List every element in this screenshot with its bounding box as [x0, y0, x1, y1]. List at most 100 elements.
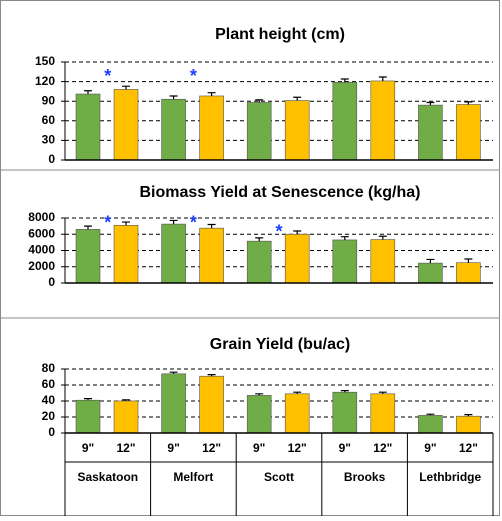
y-tick-label: 20 [42, 409, 56, 423]
y-tick-label: 120 [35, 74, 55, 88]
error-bar [426, 258, 435, 264]
bar [246, 240, 272, 284]
error-bar [378, 391, 387, 394]
y-tick-label: 60 [42, 113, 56, 127]
y-tick-label: 4000 [28, 243, 55, 257]
significance-mark: * [275, 221, 282, 241]
bar [456, 262, 481, 284]
y-tick-label: 90 [42, 93, 56, 107]
error-bar [84, 398, 92, 401]
error-bar [169, 371, 178, 374]
y-tick-label: 40 [42, 393, 56, 407]
error-bar [207, 223, 216, 229]
error-bar [207, 92, 216, 96]
y-tick-label: 0 [48, 425, 55, 439]
error-bar [426, 101, 435, 106]
bar [332, 81, 358, 161]
bar [332, 239, 358, 284]
error-bar [255, 237, 264, 242]
y-tick-label: 0 [48, 275, 55, 289]
group-label: Brooks [344, 470, 386, 484]
error-bar [378, 76, 387, 81]
error-bar [255, 99, 264, 103]
error-bar [169, 219, 178, 225]
group-label: Lethbridge [419, 470, 481, 484]
error-bar [340, 390, 349, 393]
bar [75, 229, 101, 284]
error-bar [122, 85, 130, 90]
y-tick-label: 6000 [28, 226, 55, 240]
bar [418, 262, 443, 284]
bar [246, 102, 272, 161]
error-bar [84, 225, 92, 230]
bar [370, 239, 396, 284]
chart-title: Biomass Yield at Senescence (kg/ha) [139, 184, 420, 201]
error-bar [340, 236, 349, 240]
bar [75, 399, 101, 434]
x-tick-label: 12" [288, 441, 307, 455]
group-label: Melfort [173, 470, 213, 484]
error-bar [293, 230, 302, 235]
x-tick-label: 9" [82, 441, 94, 455]
y-tick-label: 2000 [28, 259, 55, 273]
chart-title: Grain Yield (bu/ac) [210, 336, 350, 353]
significance-mark: * [104, 66, 111, 86]
error-bar [207, 374, 216, 377]
bar [418, 415, 443, 434]
y-tick-label: 60 [42, 377, 56, 391]
x-tick-label: 12" [459, 441, 478, 455]
group-label: Saskatoon [77, 470, 138, 484]
x-tick-label: 9" [167, 441, 179, 455]
bar [113, 89, 139, 161]
bar [456, 415, 481, 434]
x-tick-label: 12" [373, 441, 392, 455]
error-bar [426, 413, 435, 416]
y-tick-label: 30 [42, 133, 56, 147]
x-tick-label: 12" [116, 441, 135, 455]
x-tick-label: 12" [202, 441, 221, 455]
error-bar [255, 393, 264, 396]
significance-mark: * [104, 212, 111, 232]
bar [246, 395, 272, 434]
bar [370, 80, 396, 161]
significance-mark: * [190, 66, 197, 86]
error-bar [378, 235, 387, 240]
bar [113, 400, 139, 434]
bar [199, 227, 224, 284]
x-tick-label: 9" [339, 441, 351, 455]
error-bar [169, 95, 178, 100]
bar [332, 391, 358, 434]
bar [284, 233, 310, 284]
bar [199, 375, 224, 434]
bar [418, 104, 443, 161]
error-bar [464, 258, 473, 263]
error-bar [122, 399, 130, 401]
group-label: Scott [264, 470, 294, 484]
bar [370, 393, 396, 434]
error-bar [464, 414, 473, 417]
bar [161, 223, 186, 284]
y-tick-label: 80 [42, 361, 56, 375]
chart-title: Plant height (cm) [215, 26, 345, 43]
bar [75, 93, 101, 161]
x-tick-label: 9" [253, 441, 265, 455]
bar [284, 393, 310, 434]
bar [284, 100, 310, 161]
y-tick-label: 0 [48, 152, 55, 166]
error-bar [464, 101, 473, 105]
bar [161, 373, 186, 434]
x-tick-label: 9" [424, 441, 436, 455]
error-bar [340, 78, 349, 83]
error-bar [122, 221, 130, 226]
error-bar [84, 90, 92, 95]
error-bar [293, 391, 302, 394]
bar [456, 104, 481, 161]
significance-mark: * [190, 212, 197, 232]
y-tick-label: 150 [35, 54, 55, 68]
bar [113, 225, 139, 284]
error-bar [293, 96, 302, 101]
bar [199, 95, 224, 161]
y-tick-label: 8000 [28, 210, 55, 224]
